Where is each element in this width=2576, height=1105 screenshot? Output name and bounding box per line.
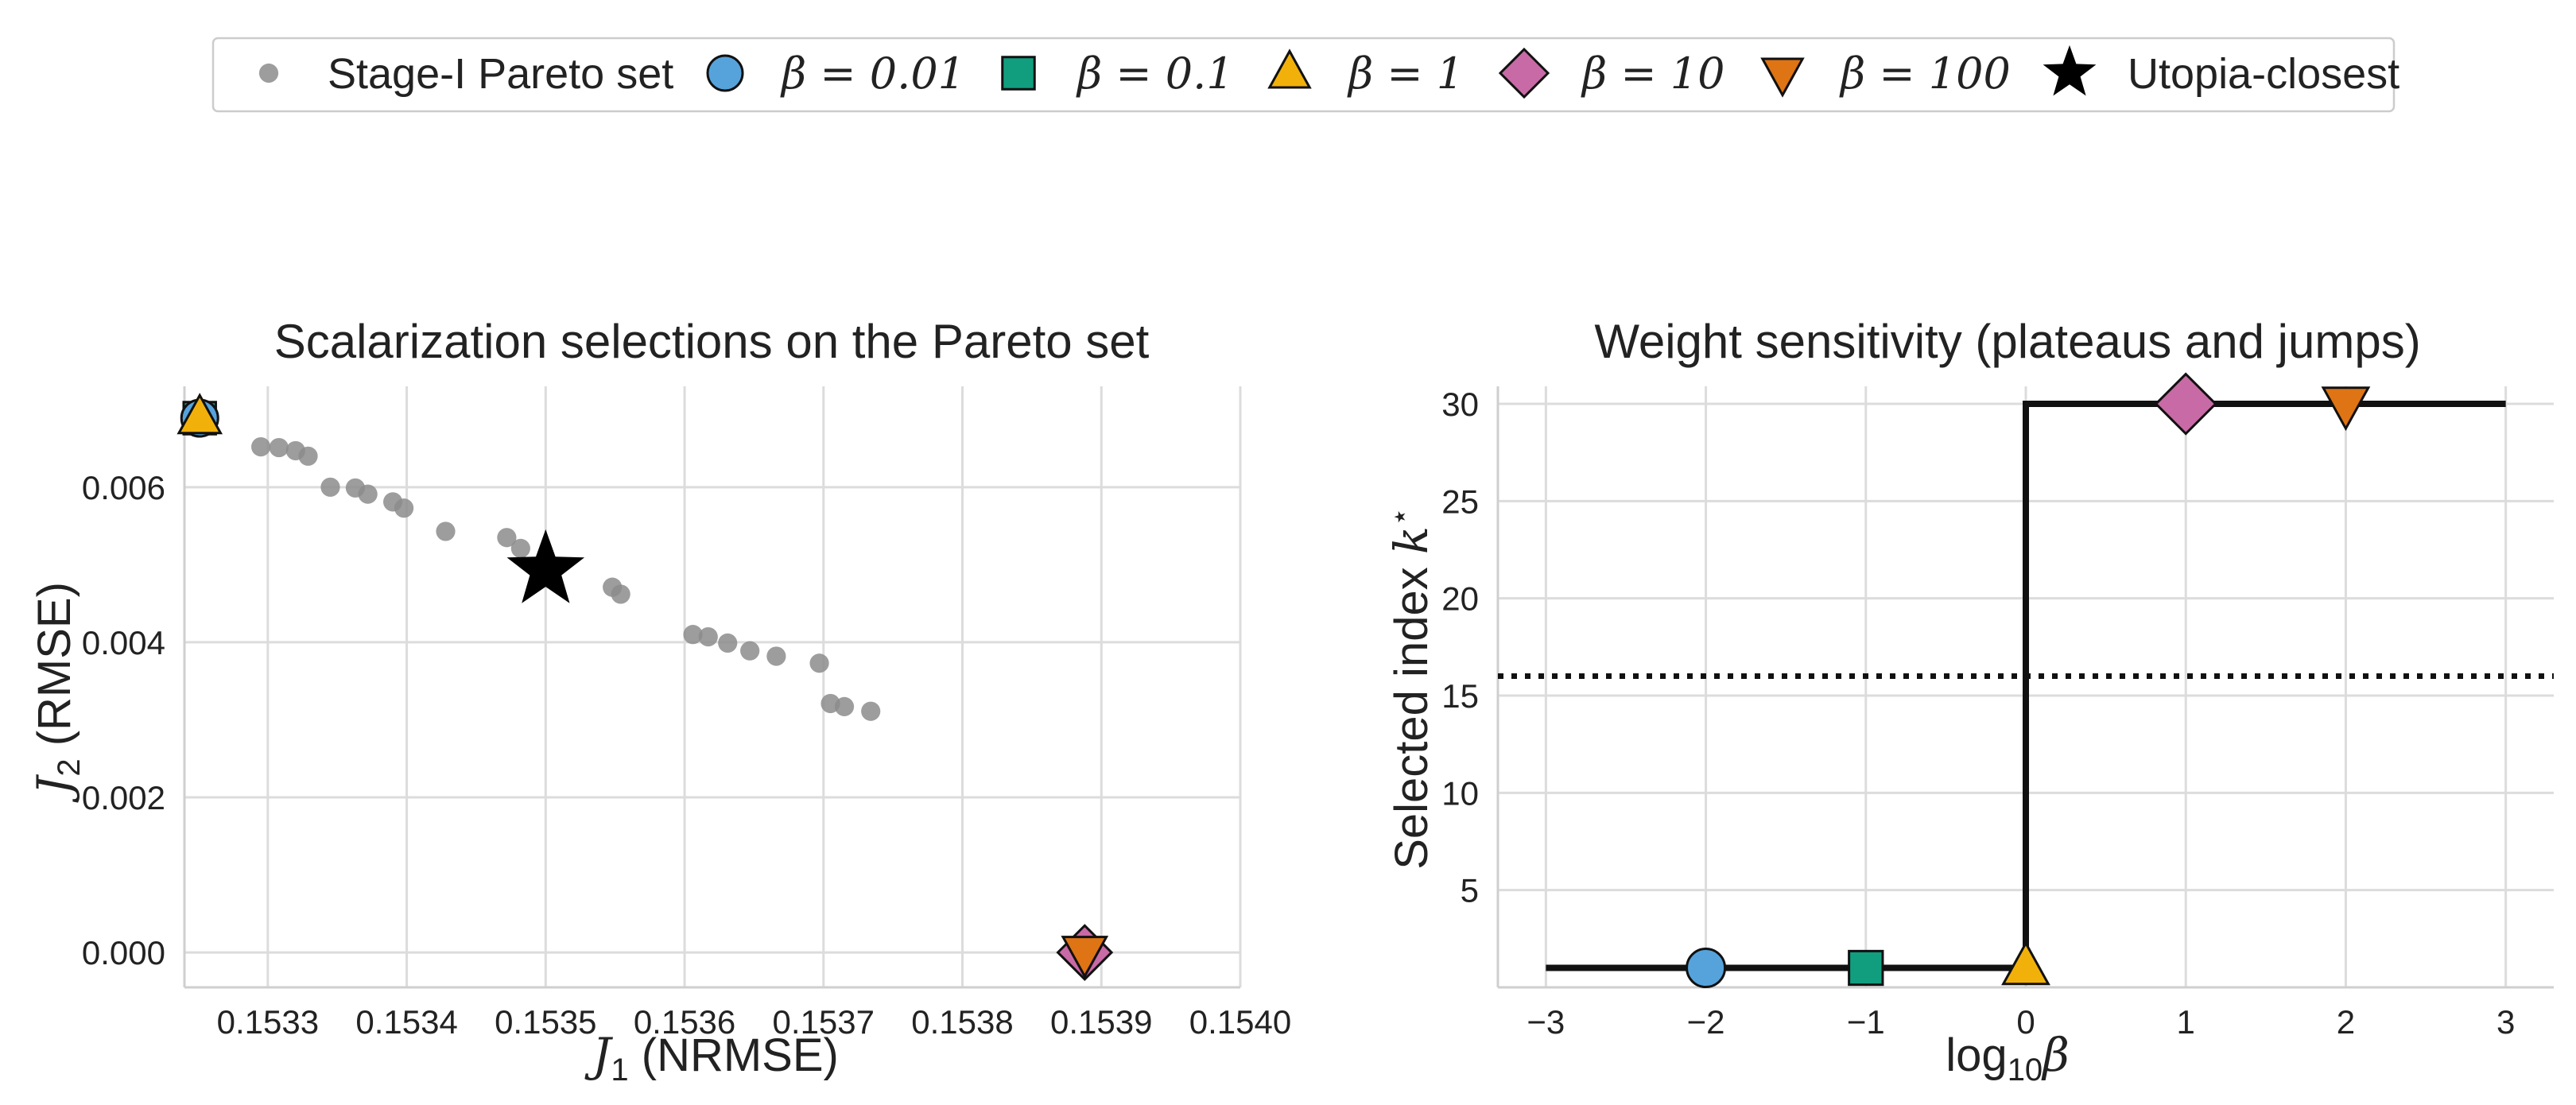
pareto-points (251, 436, 881, 721)
right-x-tick-label: 0 (2016, 1003, 2035, 1041)
left-y-tick-label: 0.006 (82, 469, 165, 506)
pareto-point (394, 498, 414, 518)
left-x-tick-label: 0.1533 (217, 1003, 319, 1041)
pareto-point (718, 633, 738, 653)
left-selection-markers (177, 393, 1114, 981)
legend-label-utopia: Utopia-closest (2128, 50, 2399, 98)
selection-marker-b100 (1061, 936, 1109, 979)
legend-label-pareto: Stage-I Pareto set (328, 50, 673, 98)
right-lines (1498, 401, 2554, 971)
pareto-point (740, 641, 760, 661)
right-y-tick-labels: 5 10 15 20 25 30 (1441, 386, 1479, 909)
pareto-point (251, 436, 271, 457)
pareto-point (698, 626, 718, 647)
legend-marker-b01 (1001, 56, 1036, 91)
pareto-scatter-panel: Scalarization selections on the Pareto s… (27, 315, 1291, 1088)
left-x-tick-label: 0.1539 (1050, 1003, 1152, 1041)
pareto-point (861, 701, 881, 721)
legend: Stage-I Pareto set β = 0.01 β = 0.1 β = 1 β … (211, 37, 2399, 113)
legend-items: Stage-I Pareto set β = 0.01 β = 0.1 β = 1 β … (258, 45, 2399, 99)
right-axes (1496, 386, 2554, 989)
left-x-axis-label: J1 (NRMSE) (584, 1028, 839, 1088)
left-x-tick-label: 0.1538 (911, 1003, 1013, 1041)
selection-marker-utopia (506, 529, 585, 603)
pareto-point (510, 538, 530, 558)
pareto-point (358, 484, 378, 504)
right-y-tick-label: 30 (1441, 386, 1479, 423)
left-chart-title: Scalarization selections on the Pareto s… (274, 315, 1150, 368)
left-x-tick-label: 0.1534 (355, 1003, 457, 1041)
left-x-tick-labels: 0.1533 0.1534 0.1535 0.1536 0.1537 0.1538 0.15… (217, 1003, 1292, 1041)
weight-marker-b01 (1848, 949, 1884, 987)
left-x-tick-label: 0.1537 (773, 1003, 875, 1041)
legend-marker-pareto (258, 63, 279, 83)
pareto-point (320, 477, 340, 497)
right-x-tick-label: −3 (1527, 1003, 1565, 1041)
right-selection-markers (1686, 372, 2371, 989)
right-x-tick-label: 2 (2337, 1003, 2355, 1041)
pareto-point (298, 446, 318, 466)
pareto-point (834, 696, 855, 716)
legend-marker-b100 (1760, 57, 1805, 98)
legend-label-b100: β = 100 (1839, 48, 2011, 99)
pareto-point (809, 653, 829, 673)
legend-marker-b10 (1498, 47, 1550, 99)
right-x-tick-labels: −3 −2 −1 0 1 2 3 (1527, 1003, 2515, 1041)
pareto-point (766, 646, 786, 666)
left-y-tick-label: 0.002 (82, 779, 165, 816)
weight-marker-b10 (2154, 372, 2217, 436)
left-x-tick-label: 0.1535 (495, 1003, 596, 1041)
pareto-point (436, 521, 456, 541)
legend-label-b01: β = 0.1 (1076, 48, 1234, 99)
legend-label-b1: β = 1 (1347, 48, 1464, 99)
right-chart-title: Weight sensitivity (plateaus and jumps) (1594, 315, 2420, 368)
legend-label-b10: β = 10 (1581, 48, 1725, 99)
selection-marker-b1 (177, 393, 223, 435)
legend-marker-utopia (2043, 45, 2097, 96)
weight-marker-b001 (1686, 948, 1727, 989)
pareto-point (269, 437, 289, 458)
left-x-tick-label: 0.1540 (1189, 1003, 1291, 1041)
left-y-tick-labels: 0.000 0.002 0.004 0.006 (82, 469, 165, 971)
right-y-tick-label: 20 (1441, 580, 1479, 618)
right-y-tick-label: 25 (1441, 483, 1479, 520)
right-y-tick-label: 15 (1441, 677, 1479, 715)
right-y-axis-label: Selected index k⋆ (1383, 507, 1438, 870)
pareto-point (683, 625, 703, 645)
weight-sensitivity-panel: Weight sensitivity (plateaus and jumps) … (1383, 315, 2554, 1088)
legend-label-b001: β = 0.01 (780, 48, 965, 99)
right-x-tick-label: 3 (2496, 1003, 2515, 1041)
right-x-axis-label: log10β (1946, 1028, 2069, 1088)
left-axes (183, 386, 1240, 989)
right-x-tick-label: 1 (2177, 1003, 2195, 1041)
left-x-tick-label: 0.1536 (634, 1003, 735, 1041)
legend-marker-b001 (706, 54, 744, 92)
left-y-tick-label: 0.000 (82, 934, 165, 971)
pareto-point (611, 584, 630, 604)
left-y-axis-label: J2 (RMSE) (27, 582, 87, 803)
right-y-tick-label: 10 (1441, 774, 1479, 812)
right-y-tick-label: 5 (1461, 872, 1479, 909)
selected-index-step-line (1546, 401, 2506, 971)
right-x-tick-label: −1 (1847, 1003, 1885, 1041)
left-y-tick-label: 0.004 (82, 624, 165, 661)
legend-marker-b1 (1267, 48, 1312, 89)
weight-marker-b1 (2001, 940, 2050, 986)
right-x-tick-label: −2 (1687, 1003, 1725, 1041)
pareto-point (497, 528, 517, 548)
weight-marker-b100 (2321, 386, 2371, 432)
